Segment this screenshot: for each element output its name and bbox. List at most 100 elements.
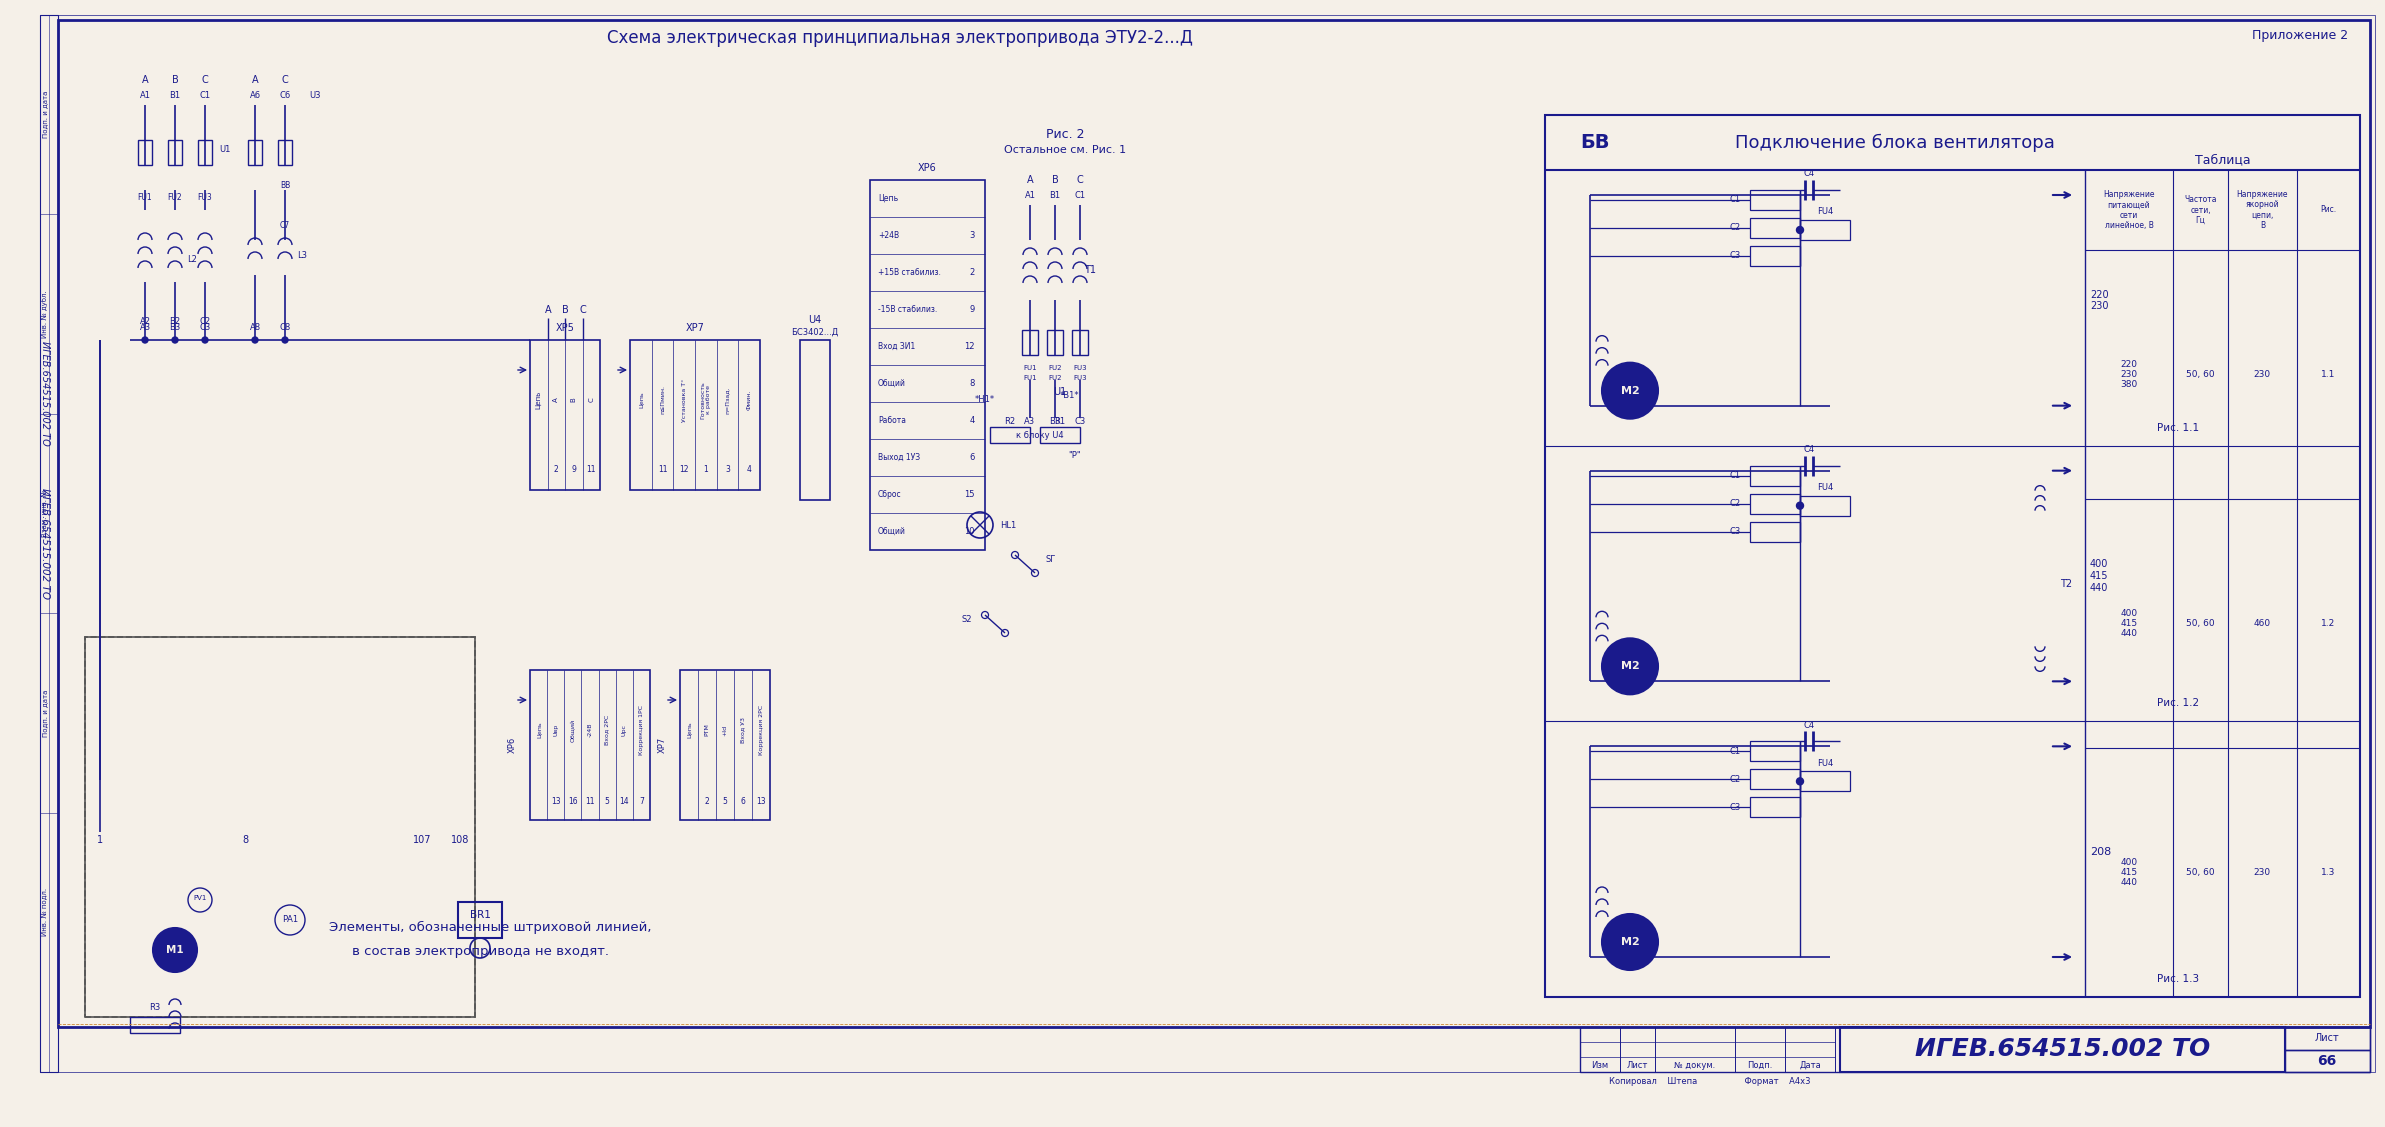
Text: FU2: FU2 [1049,365,1061,371]
Text: U1: U1 [219,145,231,154]
Text: Работа: Работа [878,416,906,425]
Text: Коррекция 2РС: Коррекция 2РС [758,704,763,755]
Bar [529,669,651,820]
Text: 12: 12 [964,341,975,350]
Text: 400
415
440: 400 415 440 [2120,609,2137,638]
Text: 400
415
440: 400 415 440 [2120,858,2137,887]
Text: -15В стабилиз.: -15В стабилиз. [878,305,937,314]
Text: 50, 60: 50, 60 [2187,619,2216,628]
Circle shape [1603,363,1658,418]
Text: Выход 1УЗ: Выход 1УЗ [878,453,921,462]
Text: C3: C3 [1073,417,1085,426]
Text: Готовность
к работе: Готовность к работе [701,381,711,419]
Text: Частота
сети,
Гц: Частота сети, Гц [2185,195,2216,225]
Text: B1: B1 [1049,190,1061,199]
Text: U1: U1 [1054,387,1066,397]
Text: БС3402...Д: БС3402...Д [792,328,840,337]
Text: Подп.: Подп. [1748,1061,1772,1070]
Text: 220
230: 220 230 [2089,290,2108,311]
Text: Приложение 2: Приложение 2 [2251,28,2349,42]
Text: A6: A6 [250,90,260,99]
Text: в состав электропривода не входят.: в состав электропривода не входят. [351,946,608,958]
Text: C: C [580,305,587,316]
Text: R2: R2 [1004,417,1016,426]
Text: Взам. инв. №: Взам. инв. № [43,490,48,538]
Text: n=Пзад.: n=Пзад. [725,387,730,414]
Bar [2285,1049,2371,1072]
Bar [1545,115,2361,997]
Text: C3: C3 [200,323,210,332]
Text: R1: R1 [1054,417,1066,426]
Bar [1579,1027,2371,1072]
Text: ИГЕВ.654515.002 ТО: ИГЕВ.654515.002 ТО [1915,1038,2211,1062]
Text: Общий: Общий [878,527,906,536]
Text: A: A [141,76,148,85]
Text: 6: 6 [742,798,747,807]
Bar [1751,190,1801,210]
Text: C: C [281,76,289,85]
Text: 50, 60: 50, 60 [2187,370,2216,379]
Text: М1: М1 [167,946,184,955]
Text: 10: 10 [964,527,975,536]
Text: 2: 2 [553,465,558,474]
Text: Изм: Изм [1591,1061,1607,1070]
Text: n≤Пмин.: n≤Пмин. [661,385,665,415]
Bar [57,20,2371,1027]
Text: 1.1: 1.1 [2321,370,2335,379]
Text: М2: М2 [1622,937,1638,947]
Text: C4: C4 [1803,169,1815,178]
Bar [871,180,985,550]
Text: ИГЕВ.654515.002 ТО: ИГЕВ.654515.002 ТО [41,488,50,598]
Text: C4: C4 [1803,445,1815,454]
Text: C7: C7 [279,221,291,230]
Text: *Н1*: *Н1* [975,396,995,405]
Bar [1751,797,1801,817]
Text: U4: U4 [809,316,820,325]
Text: C2: C2 [1729,223,1741,232]
Text: Дата: Дата [1798,1061,1820,1070]
Text: L2: L2 [186,256,198,265]
Text: Коррекция 1РС: Коррекция 1РС [639,706,644,755]
Text: Инв. № дубл.: Инв. № дубл. [41,291,48,338]
Bar [1071,330,1088,355]
Bar [138,140,153,165]
Bar [86,637,475,1017]
Text: 11: 11 [658,465,668,474]
Text: T2: T2 [2061,578,2073,588]
Text: 5: 5 [606,798,611,807]
Text: Таблица: Таблица [2194,153,2251,167]
Text: Лист: Лист [2313,1033,2340,1044]
Text: B: B [560,305,568,316]
Text: ХР6: ХР6 [918,163,937,174]
Text: Схема электрическая принципиальная электропривода ЭТУ2-2...Д: Схема электрическая принципиальная элект… [608,29,1192,47]
Text: М2: М2 [1622,385,1638,396]
Text: FU2: FU2 [1049,375,1061,381]
Bar [1751,218,1801,238]
Text: A: A [1026,175,1033,185]
Circle shape [1796,503,1803,509]
Text: PV1: PV1 [193,895,207,900]
Text: C3: C3 [1729,251,1741,260]
Text: B: B [172,76,179,85]
Text: Сброс: Сброс [878,490,902,499]
Text: C2: C2 [200,318,210,327]
Text: 4: 4 [747,465,751,474]
Text: FU1: FU1 [138,194,153,203]
Text: R3: R3 [150,1003,160,1012]
Text: A1: A1 [1026,190,1035,199]
Text: A3: A3 [138,323,150,332]
Bar [198,140,212,165]
Text: Цепь: Цепь [537,721,541,738]
Text: B2: B2 [169,318,181,327]
Circle shape [281,337,289,343]
Text: B: B [1052,175,1059,185]
Text: 1: 1 [98,835,103,845]
Text: 1: 1 [704,465,708,474]
Text: ХР7: ХР7 [658,737,665,753]
Text: 3: 3 [971,231,975,240]
Text: 14: 14 [620,798,630,807]
Text: BR1: BR1 [470,909,491,920]
Text: ХР6: ХР6 [508,737,518,753]
Text: C1: C1 [1073,190,1085,199]
Text: B: B [570,398,577,402]
